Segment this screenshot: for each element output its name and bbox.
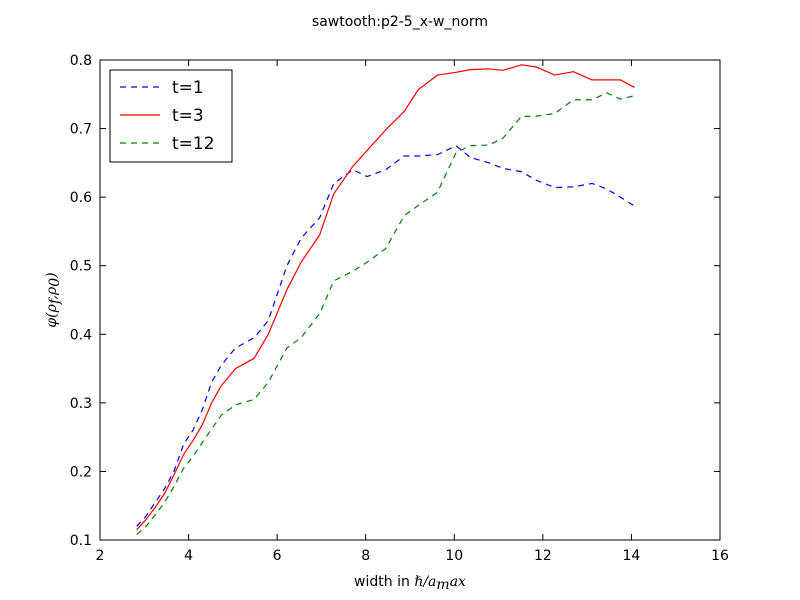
plot-series-group bbox=[136, 64, 635, 535]
x-tick-label: 12 bbox=[534, 548, 552, 564]
x-tick-label: 16 bbox=[711, 548, 729, 564]
y-tick-label: 0.4 bbox=[70, 327, 92, 343]
x-tick-label: 2 bbox=[96, 548, 105, 564]
x-tick-label: 8 bbox=[361, 548, 370, 564]
x-tick-label: 6 bbox=[273, 548, 282, 564]
y-tick-label: 0.2 bbox=[70, 464, 92, 480]
x-axis-label: width in ℏ/amax bbox=[354, 574, 466, 593]
ticks-group: 2 4 6 8 10 12 14 16 0.1 0.2 0.3 0.4 0.5 0.6 0.7 0.8 bbox=[70, 53, 729, 564]
y-tick-label: 0.3 bbox=[70, 396, 92, 412]
legend-box bbox=[109, 69, 233, 163]
y-axis-label-part3: ) bbox=[44, 272, 60, 278]
y-axis-label-sub2: 0 bbox=[47, 278, 63, 287]
x-tick-label: 4 bbox=[184, 548, 193, 564]
x-tick-label: 14 bbox=[623, 548, 641, 564]
y-axis-label-part2: ,ρ bbox=[44, 286, 60, 299]
legend-label-t1: t=1 bbox=[172, 78, 204, 98]
legend-entry-t12: t=12 bbox=[120, 134, 215, 154]
y-tick-label: 0.7 bbox=[70, 122, 92, 138]
y-axis-label-sub1: f bbox=[47, 296, 63, 305]
plot-frame bbox=[99, 59, 721, 541]
x-tick-label: 10 bbox=[445, 548, 463, 564]
legend-label-t12: t=12 bbox=[172, 134, 215, 154]
series-line-t3 bbox=[136, 64, 635, 531]
y-axis-label-part1: φ(ρ bbox=[44, 303, 60, 327]
y-tick-label: 0.6 bbox=[70, 190, 92, 206]
x-axis-label-prefix: width in bbox=[354, 574, 414, 590]
legend: t=1 t=3 t=12 bbox=[109, 69, 233, 163]
legend-label-t3: t=3 bbox=[172, 106, 204, 126]
chart-title: sawtooth:p2-5_x-w_norm bbox=[312, 14, 488, 30]
x-axis-label-suffix: ax bbox=[450, 574, 466, 590]
y-axis-label: φ(ρf,ρ0) bbox=[44, 272, 63, 327]
series-line-t12 bbox=[136, 92, 635, 535]
y-tick-label: 0.8 bbox=[70, 53, 92, 69]
y-tick-label: 0.1 bbox=[70, 533, 92, 549]
legend-entry-t3: t=3 bbox=[120, 106, 204, 126]
y-tick-label: 0.5 bbox=[70, 259, 92, 275]
legend-entry-t1: t=1 bbox=[120, 78, 204, 98]
x-axis-label-sub: m bbox=[436, 577, 449, 593]
x-axis-label-math: ℏ/a bbox=[414, 574, 436, 590]
